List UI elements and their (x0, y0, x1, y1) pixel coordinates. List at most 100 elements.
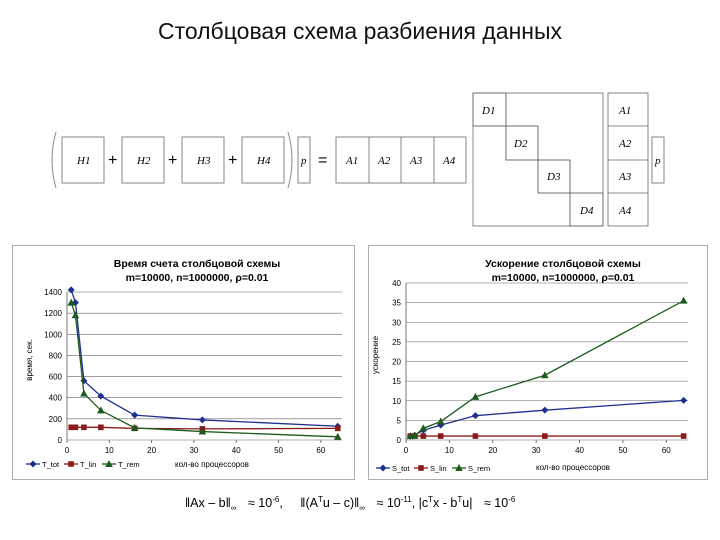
chart-subtitle: m=10000, n=1000000, ρ=0.01 (126, 272, 269, 284)
x-tick-label: 20 (147, 446, 156, 455)
x-tick-label: 10 (445, 446, 454, 455)
y-tick-label: 5 (397, 416, 402, 425)
data-point (131, 411, 139, 419)
data-point (680, 396, 688, 404)
h-box-2 (121, 136, 165, 184)
data-point (471, 392, 480, 400)
plus-sign-3: + (228, 152, 237, 169)
y-axis-label: время, сек. (25, 339, 34, 381)
y-tick-label: 1000 (44, 330, 62, 339)
formula-exp-2: -11 (400, 495, 412, 504)
formula-sup-2: T (317, 495, 323, 504)
data-point (679, 296, 688, 304)
formula-part-3b: x - b (433, 496, 458, 511)
x-tick-label: 10 (105, 446, 114, 455)
legend-label: T_tot (42, 460, 60, 469)
data-point (472, 433, 479, 439)
a-row-label-1: A1 (345, 155, 358, 167)
formula-exp-1: -6 (272, 495, 280, 504)
data-point (130, 423, 139, 431)
h-label-2: H2 (136, 155, 151, 167)
d-label-4: D4 (579, 205, 594, 217)
data-point (68, 461, 74, 467)
chart-border (368, 245, 708, 480)
x-tick-label: 30 (189, 446, 198, 455)
formula-part-3c: u| (462, 496, 473, 511)
speedup-chart: Ускорение столбцовой схемы m=10000, n=10… (368, 245, 708, 480)
y-tick-label: 20 (392, 358, 401, 367)
h-label-4: H4 (256, 155, 271, 167)
data-point (105, 460, 113, 467)
formula-part-1: ‖Ax – b‖ (185, 496, 231, 511)
d-matrix-frame (472, 92, 604, 227)
data-point (410, 431, 419, 439)
data-point (81, 424, 87, 431)
chart-subtitle: m=10000, n=1000000, ρ=0.01 (492, 272, 635, 284)
a-col-label-3: A3 (618, 171, 632, 183)
a-row-label-4: A4 (442, 155, 456, 167)
y-tick-label: 10 (392, 397, 401, 406)
x-tick-label: 50 (274, 446, 283, 455)
x-tick-label: 20 (488, 446, 497, 455)
equals-sign: = (318, 152, 327, 169)
y-tick-label: 15 (392, 377, 401, 386)
formula-part-2b: u – c)‖ (322, 496, 360, 511)
block-equation: H1 H2 H3 H4 + + + p = A1 A2 A3 A4 D1 D2 … (51, 92, 665, 227)
data-point (680, 433, 687, 439)
legend-label: S_tot (392, 464, 410, 473)
y-tick-label: 35 (392, 299, 401, 308)
y-tick-label: 400 (49, 394, 63, 403)
chart-border (12, 245, 355, 480)
p-label-left: p (300, 155, 307, 167)
y-tick-label: 1400 (44, 288, 62, 297)
right-paren (287, 131, 293, 189)
data-point (198, 416, 206, 424)
formula-sub-2: ∞ (359, 503, 365, 513)
d-label-2: D2 (513, 138, 528, 150)
a-row-label-3: A3 (409, 155, 423, 167)
y-tick-label: 40 (392, 279, 401, 288)
residual-formula: ‖Ax – b‖∞ ≈ 10-6, ‖(ATu – c)‖∞ ≈ 10-11, … (185, 495, 515, 513)
a-col-label-1: A1 (618, 105, 631, 117)
h-label-3: H3 (196, 155, 211, 167)
y-tick-label: 25 (392, 338, 401, 347)
legend-label: T_rem (118, 460, 140, 469)
formula-approx-1: ≈ 10 (247, 496, 273, 511)
chart-title: Ускорение столбцовой схемы (485, 258, 641, 270)
data-point (97, 392, 105, 400)
y-tick-label: 200 (49, 415, 63, 424)
data-point (418, 465, 424, 471)
a-row-label-2: A2 (377, 155, 391, 167)
chart-title: Время счета столбцовой схемы (114, 258, 281, 270)
y-tick-label: 600 (49, 373, 63, 382)
x-tick-label: 30 (532, 446, 541, 455)
y-tick-label: 800 (49, 351, 63, 360)
data-point (67, 298, 76, 306)
data-point (436, 417, 445, 425)
data-point (471, 412, 479, 420)
formula-approx-3: ≈ 10 (483, 496, 509, 511)
data-point (71, 299, 79, 307)
a-col-label-2: A2 (618, 138, 632, 150)
h-box-4 (241, 136, 285, 184)
formula-part-3: , |c (411, 496, 429, 511)
d-label-3: D3 (546, 171, 561, 183)
formula-sup-3: T (428, 495, 434, 504)
formula-approx-2: ≈ 10 (376, 496, 401, 511)
data-point (67, 286, 75, 294)
formula-exp-3: -6 (508, 495, 516, 504)
data-point (437, 433, 444, 439)
legend-label: T_lin (80, 460, 96, 469)
data-point (541, 406, 549, 414)
y-tick-label: 30 (392, 318, 401, 327)
data-point (419, 424, 428, 432)
data-point (97, 406, 105, 414)
plus-sign-1: + (108, 152, 117, 169)
x-tick-label: 60 (316, 446, 325, 455)
data-point (379, 464, 387, 472)
x-axis-label: кол-во процессоров (175, 460, 249, 469)
x-tick-label: 50 (618, 446, 627, 455)
formula-sep-1: , (279, 496, 283, 511)
data-point (455, 464, 463, 471)
left-paren (51, 131, 57, 189)
